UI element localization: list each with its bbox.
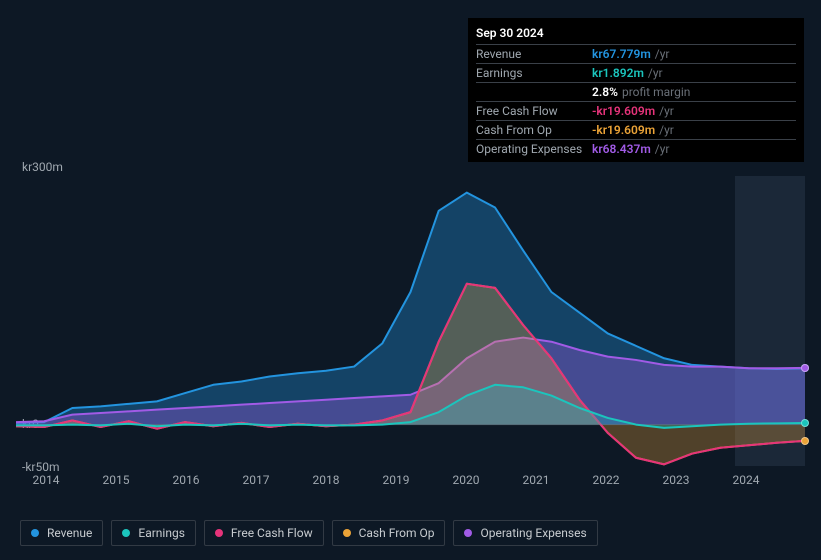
legend-label: Earnings [138,526,185,540]
legend-label: Revenue [47,526,92,540]
tooltip-row: Revenuekr67.779m/yr [476,45,796,64]
legend-color-dot [122,529,130,537]
tooltip-metric-label [476,85,592,99]
tooltip-metric-label: Cash From Op [476,123,592,137]
legend-item[interactable]: Earnings [111,520,196,546]
x-axis-label: 2023 [663,473,690,487]
tooltip-metric-label: Operating Expenses [476,142,592,156]
data-tooltip: Sep 30 2024 Revenuekr67.779m/yrEarningsk… [468,18,804,162]
tooltip-row: Cash From Op-kr19.609m/yr [476,121,796,140]
series-end-marker [801,437,809,445]
tooltip-metric-label: Free Cash Flow [476,104,592,118]
tooltip-metric-label: Revenue [476,47,592,61]
chart-legend: Revenue Earnings Free Cash Flow Cash From O… [20,520,598,546]
tooltip-metric-value: kr1.892m [592,66,644,80]
tooltip-metric-value: kr68.437m [592,142,651,156]
x-axis-label: 2021 [523,473,550,487]
legend-color-dot [464,529,472,537]
y-axis-label: kr300m [22,160,63,174]
legend-item[interactable]: Cash From Op [332,520,446,546]
x-axis-label: 2015 [103,473,130,487]
tooltip-row: Operating Expenseskr68.437m/yr [476,140,796,158]
x-axis-label: 2024 [733,473,760,487]
legend-label: Operating Expenses [480,526,586,540]
tooltip-metric-value: kr67.779m [592,47,651,61]
tooltip-date: Sep 30 2024 [476,22,796,45]
x-axis-label: 2019 [383,473,410,487]
legend-item[interactable]: Operating Expenses [453,520,597,546]
x-axis-label: 2016 [173,473,200,487]
tooltip-metric-label: Earnings [476,66,592,80]
tooltip-metric-unit: /yr [659,104,674,118]
tooltip-metric-unit: /yr [648,66,663,80]
x-axis-label: 2014 [33,473,60,487]
x-axis-label: 2020 [453,473,480,487]
financials-chart: kr300mkr0-kr50m 201420152016201720182019… [16,160,805,500]
series-end-marker [801,364,809,372]
series-end-marker [801,419,809,427]
tooltip-metric-unit: /yr [659,123,674,137]
tooltip-metric-extra: profit margin [622,85,690,99]
tooltip-row: Earningskr1.892m/yr [476,64,796,83]
legend-item[interactable]: Free Cash Flow [204,520,324,546]
chart-plot [16,176,805,466]
x-axis-label: 2022 [593,473,620,487]
tooltip-metric-unit: /yr [655,142,670,156]
legend-color-dot [31,529,39,537]
tooltip-row: 2.8% profit margin [476,83,796,102]
legend-color-dot [215,529,223,537]
tooltip-metric-unit: /yr [655,47,670,61]
legend-item[interactable]: Revenue [20,520,103,546]
legend-label: Cash From Op [359,526,435,540]
tooltip-metric-value: -kr19.609m [592,123,655,137]
tooltip-metric-value: -kr19.609m [592,104,655,118]
x-axis-label: 2017 [243,473,270,487]
tooltip-metric-value: 2.8% [592,85,618,99]
legend-label: Free Cash Flow [231,526,313,540]
x-axis-label: 2018 [313,473,340,487]
legend-color-dot [343,529,351,537]
tooltip-row: Free Cash Flow-kr19.609m/yr [476,102,796,121]
